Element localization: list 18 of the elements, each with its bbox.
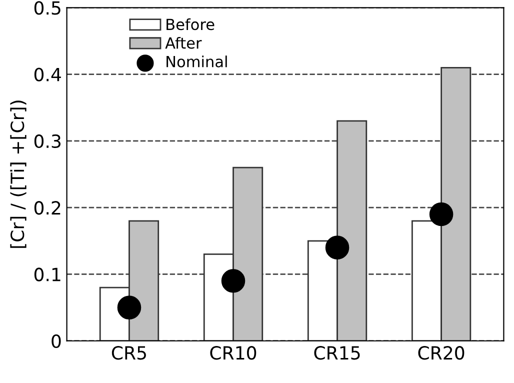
y-tick-label: 0 <box>52 334 61 348</box>
legend-label: Nominal <box>166 56 227 68</box>
y-axis-title: [Cr] / ([Ti] +[Cr]) <box>10 100 26 248</box>
x-tick-label: CR10 <box>210 346 256 360</box>
x-tick-label: CR20 <box>418 346 464 360</box>
y-tick-label: 0.1 <box>34 268 60 282</box>
y-tick-label: 0.5 <box>34 1 60 15</box>
y-tick-label: 0.4 <box>34 68 61 82</box>
point <box>429 202 454 226</box>
point <box>117 296 142 320</box>
y-tick-label: 0.2 <box>34 201 60 215</box>
x-tick-label: CR5 <box>112 346 146 360</box>
point <box>221 269 246 293</box>
y-tick-label: 0.3 <box>34 134 61 148</box>
legend-label: Before <box>166 18 214 30</box>
x-tick-label: CR15 <box>314 346 360 360</box>
legend-label: After <box>165 36 202 49</box>
point <box>325 236 350 260</box>
